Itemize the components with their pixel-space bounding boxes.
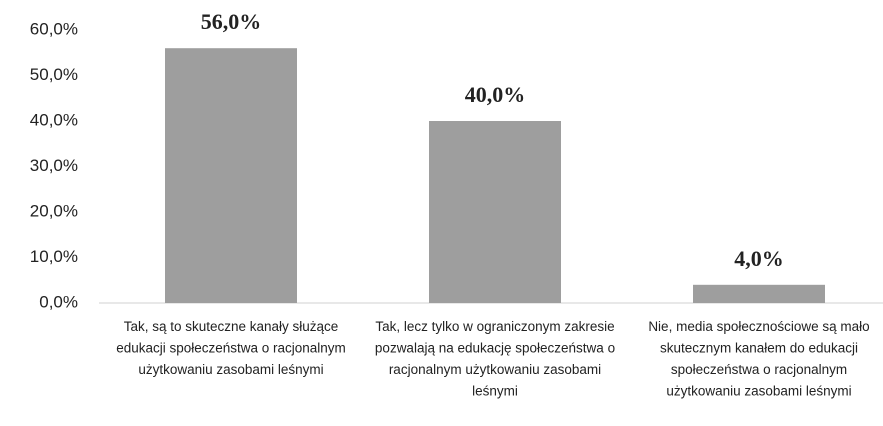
bar: [693, 284, 825, 303]
y-tick-label: 30,0%: [30, 156, 78, 175]
x-tick-label: Tak, są to skuteczne kanały służące eduka…: [116, 319, 346, 377]
y-tick-label: 50,0%: [30, 65, 78, 84]
x-tick-label: Tak, lecz tylko w ograniczonym zakresie p…: [375, 319, 615, 399]
value-label: 40,0%: [465, 82, 526, 107]
bar: [165, 48, 297, 304]
y-tick-label: 0,0%: [39, 292, 78, 311]
y-tick-label: 10,0%: [30, 247, 78, 266]
y-tick-label: 40,0%: [30, 110, 78, 129]
y-tick-label: 20,0%: [30, 201, 78, 220]
value-label: 4,0%: [734, 246, 784, 271]
bar: [429, 121, 561, 303]
y-tick-label: 60,0%: [30, 19, 78, 38]
value-label: 56,0%: [201, 9, 262, 34]
x-tick-label: Nie, media społecznościowe są mało skutec…: [648, 319, 869, 399]
